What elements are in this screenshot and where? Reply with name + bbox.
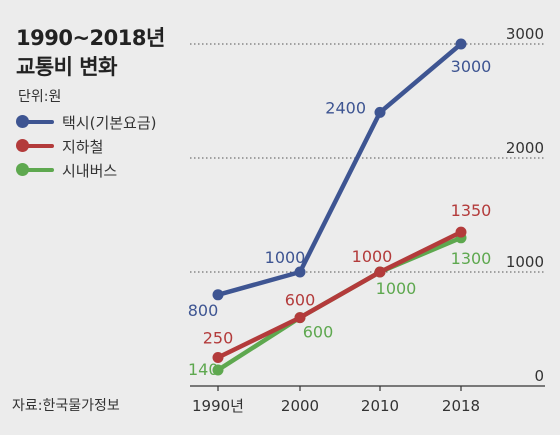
data-point-1-3 — [455, 226, 467, 238]
x-tick-label: 2000 — [281, 397, 319, 415]
y-tick-label: 2000 — [506, 139, 544, 157]
legend-label-taxi: 택시(기본요금) — [62, 114, 157, 132]
data-point-1-1 — [294, 312, 306, 324]
series-line-2 — [215, 235, 464, 373]
legend: 택시(기본요금) 지하철 시내버스 — [14, 110, 204, 182]
series-line-1 — [215, 229, 464, 360]
y-tick-label: 3000 — [506, 25, 544, 43]
legend-dot-taxi — [16, 115, 29, 128]
legend-line-bus — [20, 168, 54, 172]
chart-title-line-2: 교통비 변화 — [16, 55, 117, 79]
legend-item-taxi: 택시(기본요금) — [14, 110, 204, 134]
x-tick-label: 1990년 — [192, 397, 244, 415]
y-tick-label: 1000 — [506, 253, 544, 271]
x-tick-label: 2018 — [442, 397, 480, 415]
data-point-1-2 — [374, 266, 386, 278]
data-label-1-2: 1000 — [352, 247, 393, 266]
data-point-0-2 — [374, 106, 386, 118]
data-point-0-0 — [212, 289, 224, 301]
data-label-1-3: 1350 — [451, 201, 492, 220]
legend-line-taxi — [20, 120, 54, 124]
legend-dot-subway — [16, 139, 29, 152]
legend-line-subway — [20, 144, 54, 148]
data-label-1-0: 250 — [203, 329, 234, 348]
data-point-0-3 — [455, 38, 467, 50]
y-tick-label: 0 — [534, 367, 544, 385]
data-point-1-0 — [212, 352, 224, 363]
legend-label-bus: 시내버스 — [62, 162, 118, 180]
data-label-2-0: 140 — [188, 360, 219, 379]
data-label-0-1: 1000 — [265, 248, 306, 267]
data-label-0-0: 800 — [188, 301, 219, 320]
legend-dot-bus — [16, 163, 29, 176]
x-tick-label: 2010 — [361, 397, 399, 415]
chart-title-line-1: 1990~2018년 — [16, 26, 165, 50]
data-label-0-2: 2400 — [325, 98, 366, 117]
data-label-2-2: 1000 — [376, 279, 417, 298]
chart-title: 1990~2018년 교통비 변화 — [16, 24, 165, 82]
legend-item-bus: 시내버스 — [14, 158, 204, 182]
data-label-2-3: 1300 — [451, 249, 492, 268]
unit-label: 단위:원 — [18, 89, 62, 105]
data-label-0-3: 3000 — [451, 57, 492, 76]
data-point-2-0 — [212, 364, 224, 376]
data-label-2-1: 600 — [303, 323, 334, 342]
legend-label-subway: 지하철 — [62, 138, 104, 156]
source-note: 자료:한국물가정보 — [12, 398, 120, 414]
legend-item-subway: 지하철 — [14, 134, 204, 158]
data-label-1-1: 600 — [285, 291, 316, 310]
data-point-0-1 — [294, 266, 306, 278]
series-line-0 — [215, 41, 464, 298]
